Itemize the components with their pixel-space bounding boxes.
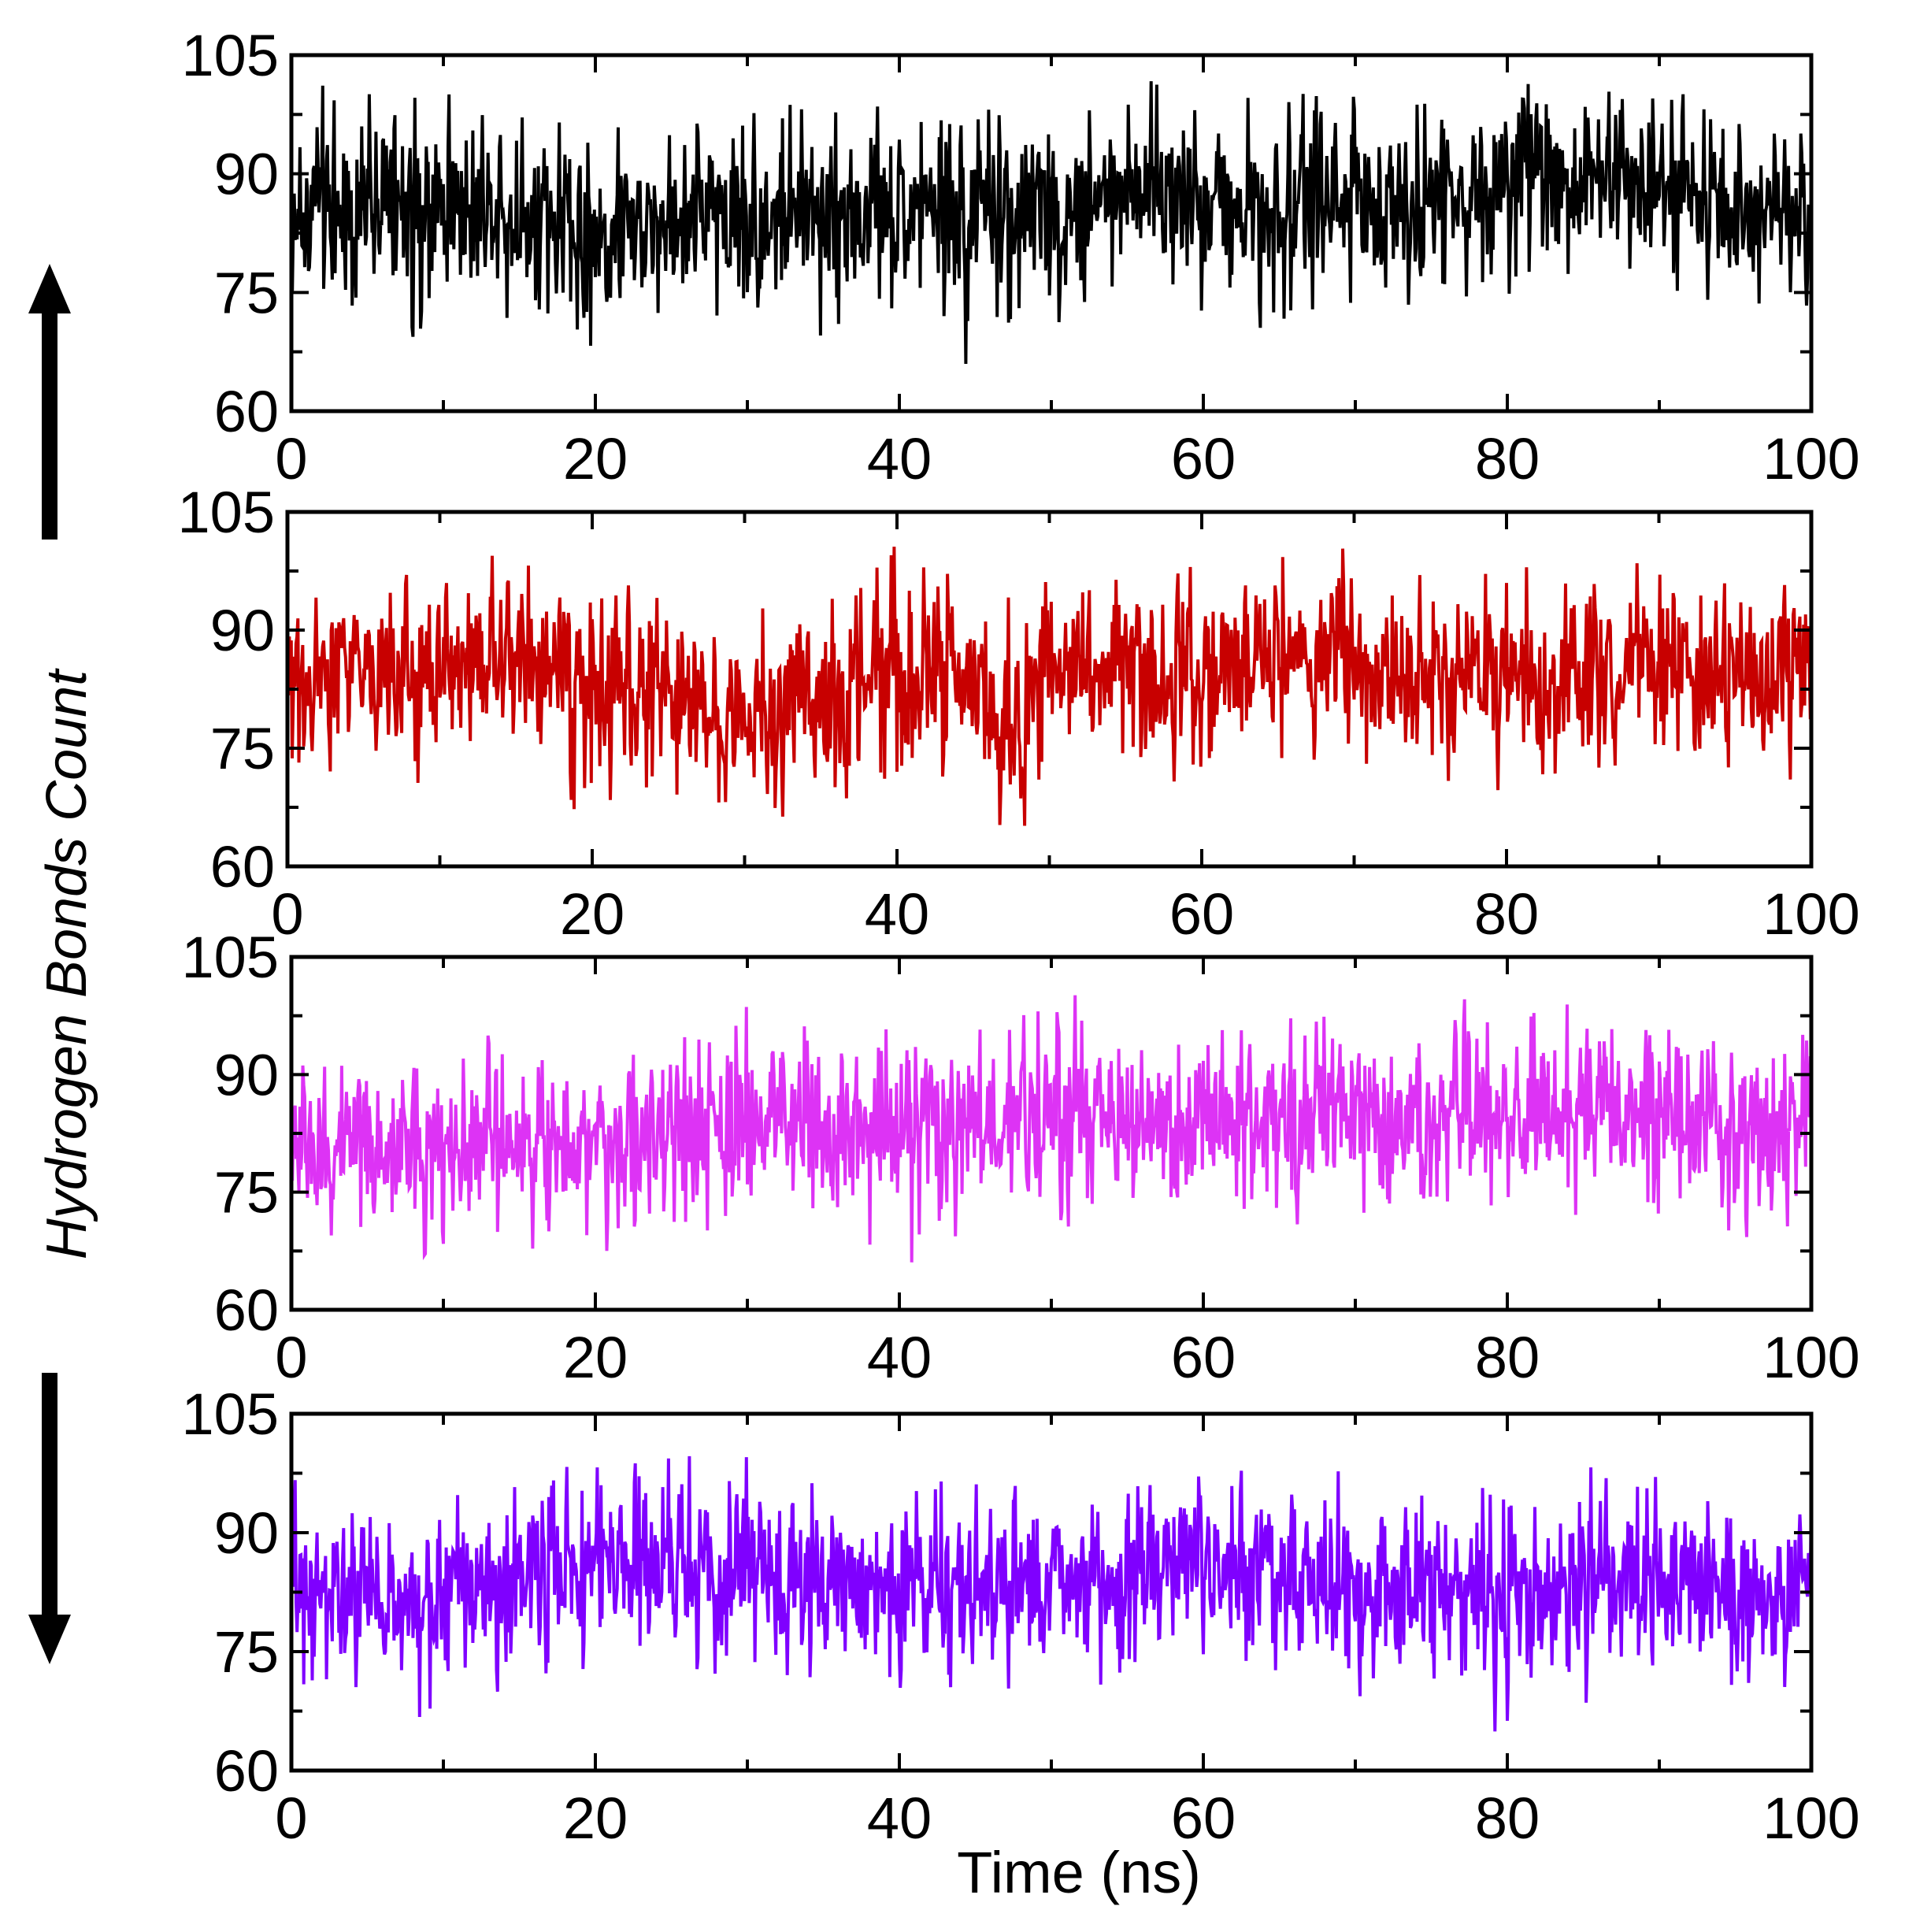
x-tick-label-1-100: 100	[1762, 426, 1859, 491]
x-tick-label-4-100: 100	[1762, 1786, 1859, 1851]
x-tick-label-1-20: 20	[563, 426, 628, 491]
y-tick-label-4-90: 90	[214, 1500, 279, 1566]
x-tick-label-1-40: 40	[867, 426, 932, 491]
series-line-2	[286, 547, 1813, 826]
x-tick-label-2-40: 40	[865, 881, 929, 947]
y-tick-label-1-105: 105	[182, 23, 279, 88]
x-tick-label-3-0: 0	[275, 1325, 307, 1390]
y-tick-label-2-60: 60	[210, 834, 275, 899]
up-arrow-icon	[28, 264, 71, 540]
y-tick-label-3-75: 75	[214, 1160, 279, 1226]
y-tick-label-4-75: 75	[214, 1619, 279, 1685]
chart-panel-3: 0 20 40 60 80 100 60 75 90 105	[182, 925, 1860, 1390]
y-tick-label-1-60: 60	[214, 379, 279, 444]
x-tick-label-4-40: 40	[867, 1786, 932, 1851]
y-tick-label-2-105: 105	[178, 480, 275, 545]
x-tick-label-3-100: 100	[1762, 1325, 1859, 1390]
x-tick-label-4-80: 80	[1475, 1786, 1540, 1851]
x-tick-label-2-20: 20	[560, 881, 624, 947]
y-tick-label-3-90: 90	[214, 1042, 279, 1107]
chart-panel-2: 0 20 40 60 80 100 60 75 90 105	[178, 480, 1860, 947]
x-tick-label-1-0: 0	[275, 426, 307, 491]
chart-panel-4: 0 20 40 60 80 100 60 75 90 105	[182, 1381, 1860, 1851]
series-line-4	[290, 1455, 1813, 1732]
x-tick-label-4-20: 20	[563, 1786, 628, 1851]
chart-panel-1: 0 20 40 60 80 100 60 75 90 105	[182, 23, 1860, 491]
x-tick-label-1-60: 60	[1171, 426, 1236, 491]
x-tick-label-3-20: 20	[563, 1325, 628, 1390]
x-tick-label-3-80: 80	[1475, 1325, 1540, 1390]
x-tick-label-3-40: 40	[867, 1325, 932, 1390]
x-tick-label-2-0: 0	[271, 881, 303, 947]
series-line-1	[290, 81, 1813, 365]
down-arrow-icon	[28, 1373, 71, 1664]
x-tick-label-4-60: 60	[1171, 1786, 1236, 1851]
x-tick-label-2-60: 60	[1169, 881, 1234, 947]
x-tick-label-2-80: 80	[1474, 881, 1539, 947]
x-tick-label-4-0: 0	[275, 1786, 307, 1851]
x-axis-title: Time (ns)	[957, 1840, 1201, 1905]
y-tick-label-2-75: 75	[210, 716, 275, 781]
x-tick-label-2-100: 100	[1762, 881, 1859, 947]
x-tick-label-1-80: 80	[1475, 426, 1540, 491]
y-tick-label-1-75: 75	[214, 260, 279, 325]
y-tick-label-2-90: 90	[210, 598, 275, 663]
y-tick-label-3-60: 60	[214, 1277, 279, 1343]
x-tick-label-3-60: 60	[1171, 1325, 1236, 1390]
y-axis-title-group: Hydrogen Bonds Count	[28, 264, 98, 1664]
y-tick-label-1-90: 90	[214, 142, 279, 207]
y-tick-label-3-105: 105	[182, 925, 279, 990]
y-tick-label-4-105: 105	[182, 1381, 279, 1447]
y-axis-title: Hydrogen Bonds Count	[35, 668, 98, 1259]
series-line-3	[290, 995, 1813, 1263]
y-tick-label-4-60: 60	[214, 1738, 279, 1804]
